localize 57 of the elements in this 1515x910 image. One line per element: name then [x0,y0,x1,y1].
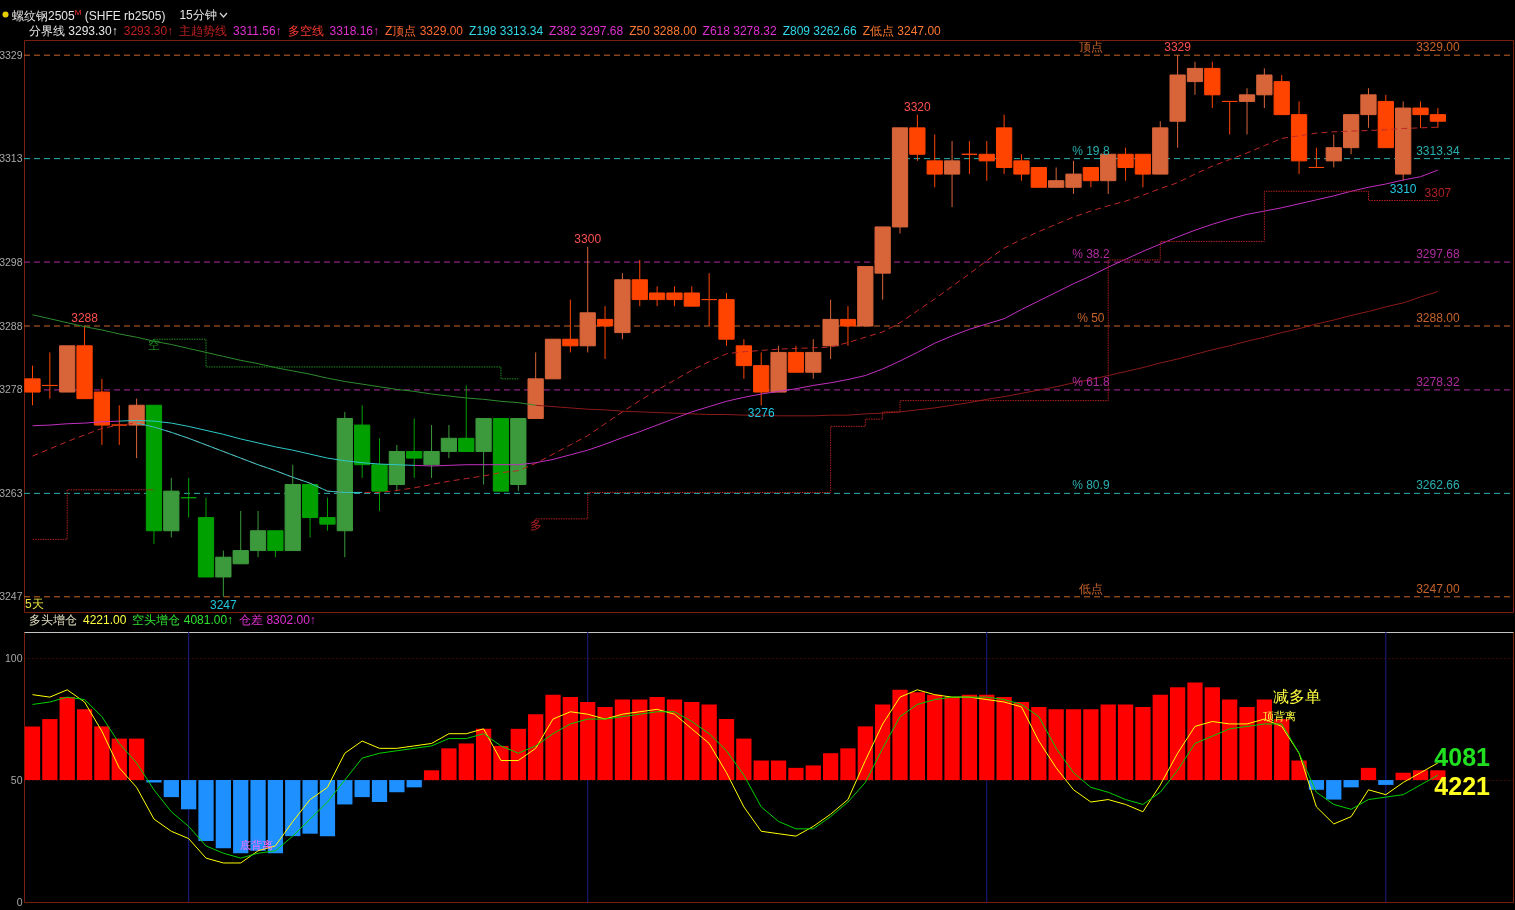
annotation: 空 [147,338,160,353]
text: 主趋势线 [179,24,228,38]
ref-line-label: 3247.00 [1416,581,1460,596]
text: 空头增仓 4081.00↑ [132,613,234,627]
text: Z低点 3247.00 [862,24,941,38]
ref-line-label: 3329.00 [1416,40,1460,55]
annotation: % 38.2 [1072,247,1110,262]
y-tick-label: 3329 [0,48,23,61]
chart-title: 螺纹钢2505$^{M}$ (SHFE rb2505) [12,7,166,23]
y-tick-label: 3288 [0,319,23,332]
text: 仓差 8302.00↑ [239,613,316,627]
text: Z809 3262.66 [782,24,857,38]
annotation: 3307 [1424,185,1452,200]
text: 3293.30↑ [123,24,174,38]
annotation: 3320 [904,99,932,114]
chart-subtitle: 15分钟 [179,7,217,22]
ref-line-label: 3297.68 [1416,247,1460,262]
text: 多空线 [287,24,324,38]
text: 多头增仓 [29,613,77,627]
annotation: 4081 [1434,743,1491,772]
annotation: 3329 [1164,40,1192,55]
text: 3311.56↑ [233,24,282,38]
annotation: 多 [529,517,542,532]
y-tick-label: 0 [16,895,23,908]
text: Z顶点 3329.00 [385,24,464,38]
text: 3318.16↑ [329,24,379,38]
text: Z382 3297.68 [549,24,624,38]
annotation: 顶点 [1078,40,1103,55]
annotation: 减多单 [1273,687,1322,707]
annotation: 3247 [210,597,238,612]
text: 分界线 3293.30↑ [29,24,118,38]
y-tick-label: 50 [10,773,23,786]
annotation: % 50 [1077,311,1105,325]
annotation: 3300 [574,231,602,246]
y-tick-label: 3247 [0,590,23,603]
ref-line-label: 3262.66 [1416,478,1460,493]
y-tick-label: 3278 [0,383,23,396]
annotation: 3288 [71,311,99,325]
y-tick-label: 100 [4,651,23,664]
ref-line-label: 3288.00 [1416,311,1460,325]
y-tick-label: 3298 [0,255,23,268]
text: 4221.00 [83,613,127,627]
text: Z198 3313.34 [469,24,544,38]
annotation: % 61.8 [1072,374,1110,389]
ref-line-label: 3313.34 [1416,143,1460,158]
ref-line-label: 3278.32 [1416,374,1460,389]
text: Z50 3288.00 [629,24,697,38]
annotation: % 19.8 [1072,143,1110,158]
annotation: 3276 [747,406,775,421]
annotation: 3310 [1389,181,1417,196]
annotation: 4221 [1434,772,1491,801]
annotation: 低点 [1078,581,1103,596]
y-tick-label: 3313 [0,152,23,165]
x-axis-title: 5天 [25,597,44,611]
y-tick-label: 3263 [0,486,23,499]
text: Z618 3278.32 [702,24,777,38]
annotation: % 80.9 [1072,478,1110,493]
